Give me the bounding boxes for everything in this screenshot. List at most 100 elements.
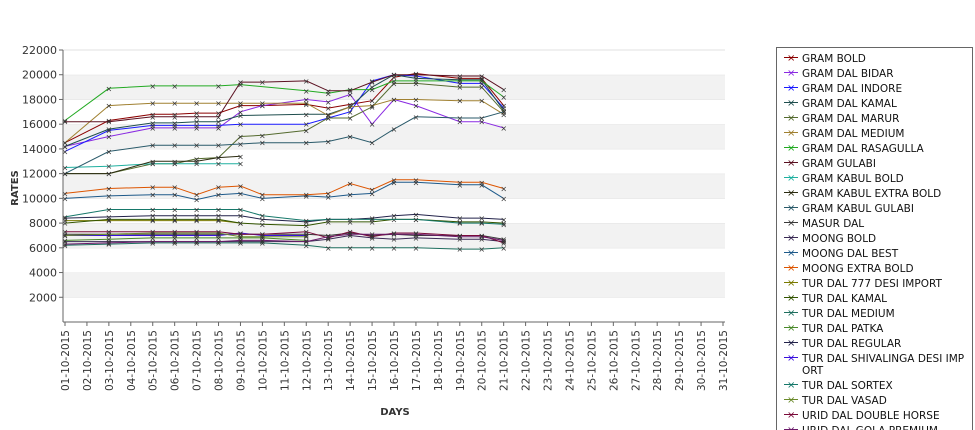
legend: × GRAM BOLD × GRAM DAL BIDAR × GRAM DAL INDOR… [776,47,973,430]
data-point: × [149,238,156,247]
data-point: × [347,180,354,189]
data-point: × [215,230,222,239]
data-point: × [369,215,376,224]
x-tick-label: 30-10-2015 [696,330,708,391]
data-point: × [215,231,222,240]
data-point: × [149,212,156,221]
data-point: × [500,220,507,229]
data-point: × [62,170,69,179]
legend-marker-icon: × [781,410,801,422]
data-point: × [259,212,266,221]
x-tick-label: 06-10-2015 [170,330,182,391]
data-point: × [303,87,310,96]
data-point: × [149,215,156,224]
data-point: × [303,236,310,245]
data-point: × [369,103,376,112]
data-point: × [106,126,113,135]
data-point: × [456,74,463,83]
data-point: × [149,113,156,122]
x-tick-label: 17-10-2015 [411,330,423,391]
x-tick-label: 27-10-2015 [630,330,642,391]
data-point: × [106,230,113,239]
data-point: × [369,231,376,240]
data-point: × [106,205,113,214]
data-point: × [391,125,398,134]
y-tick-label: 2000 [29,291,57,304]
legend-marker-icon: × [781,218,801,230]
data-point: × [413,176,420,185]
data-point: × [478,214,485,223]
data-point: × [237,108,244,117]
data-point: × [325,112,332,121]
data-point: × [62,142,69,151]
data-point: × [391,176,398,185]
legend-item: × GRAM DAL BIDAR [777,68,972,80]
x-tick-label: 04-10-2015 [126,330,138,391]
data-point: × [171,230,178,239]
data-point: × [456,219,463,228]
data-point: × [106,240,113,249]
data-point: × [478,77,485,86]
data-point: × [193,155,200,164]
legend-item: × TUR DAL SORTEX [777,380,972,392]
data-point: × [193,121,200,130]
data-point: × [215,239,222,248]
data-point: × [106,102,113,111]
data-point: × [215,118,222,127]
data-point: × [106,84,113,93]
data-point: × [347,100,354,109]
data-point: × [456,114,463,123]
series-line [65,231,504,244]
data-point: × [171,141,178,150]
data-point: × [171,119,178,128]
legend-marker-icon: × [781,323,801,335]
data-point: × [478,231,485,240]
data-point: × [171,99,178,108]
series-17: × × × × × × × × × × × × × × × × × [62,239,507,254]
data-point: × [106,147,113,156]
data-point: × [369,218,376,227]
data-point: × [237,219,244,228]
legend-item: × TUR DAL REGULAR [777,338,972,350]
data-point: × [478,245,485,254]
grid-band [63,247,725,273]
legend-label: URID DAL GOLA PREMIUM [802,425,972,430]
x-tick-label: 03-10-2015 [104,330,116,391]
data-point: × [325,218,332,227]
data-point: × [62,213,69,222]
data-point: × [478,76,485,85]
data-point: × [456,233,463,242]
series-14: ×× × ××× ×× × ×××× × × ×× [62,176,507,200]
data-point: × [193,160,200,169]
data-point: × [259,220,266,229]
series-23: × × × × × × × × ×××× × × × ×× [62,228,507,248]
data-point: × [456,118,463,127]
data-point: × [171,234,178,243]
data-point: × [193,229,200,238]
legend-marker-icon: × [781,173,801,185]
data-point: × [303,139,310,148]
data-point: × [500,244,507,253]
data-point: × [193,157,200,166]
data-point: × [62,217,69,226]
data-point: × [259,239,266,248]
series-21: ×× × × × × ××× × × × × × × [62,205,507,229]
x-tick-label: 26-10-2015 [608,330,620,391]
data-point: × [215,215,222,224]
data-point: × [347,87,354,96]
data-point: × [149,239,156,248]
data-point: × [106,162,113,171]
y-tick-label: 18000 [22,93,57,106]
series-line [64,232,307,238]
data-point: × [193,205,200,214]
data-point: × [171,215,178,224]
data-point: × [171,191,178,200]
legend-label: TUR DAL PATKA [802,323,884,335]
data-point: × [215,154,222,163]
x-axis-title: DAYS [380,407,410,418]
data-point: × [500,219,507,228]
series-10: ××× × × × × × × ××××× × ×× [62,108,507,179]
data-point: × [369,83,376,92]
data-point: × [369,234,376,243]
data-point: × [259,78,266,87]
